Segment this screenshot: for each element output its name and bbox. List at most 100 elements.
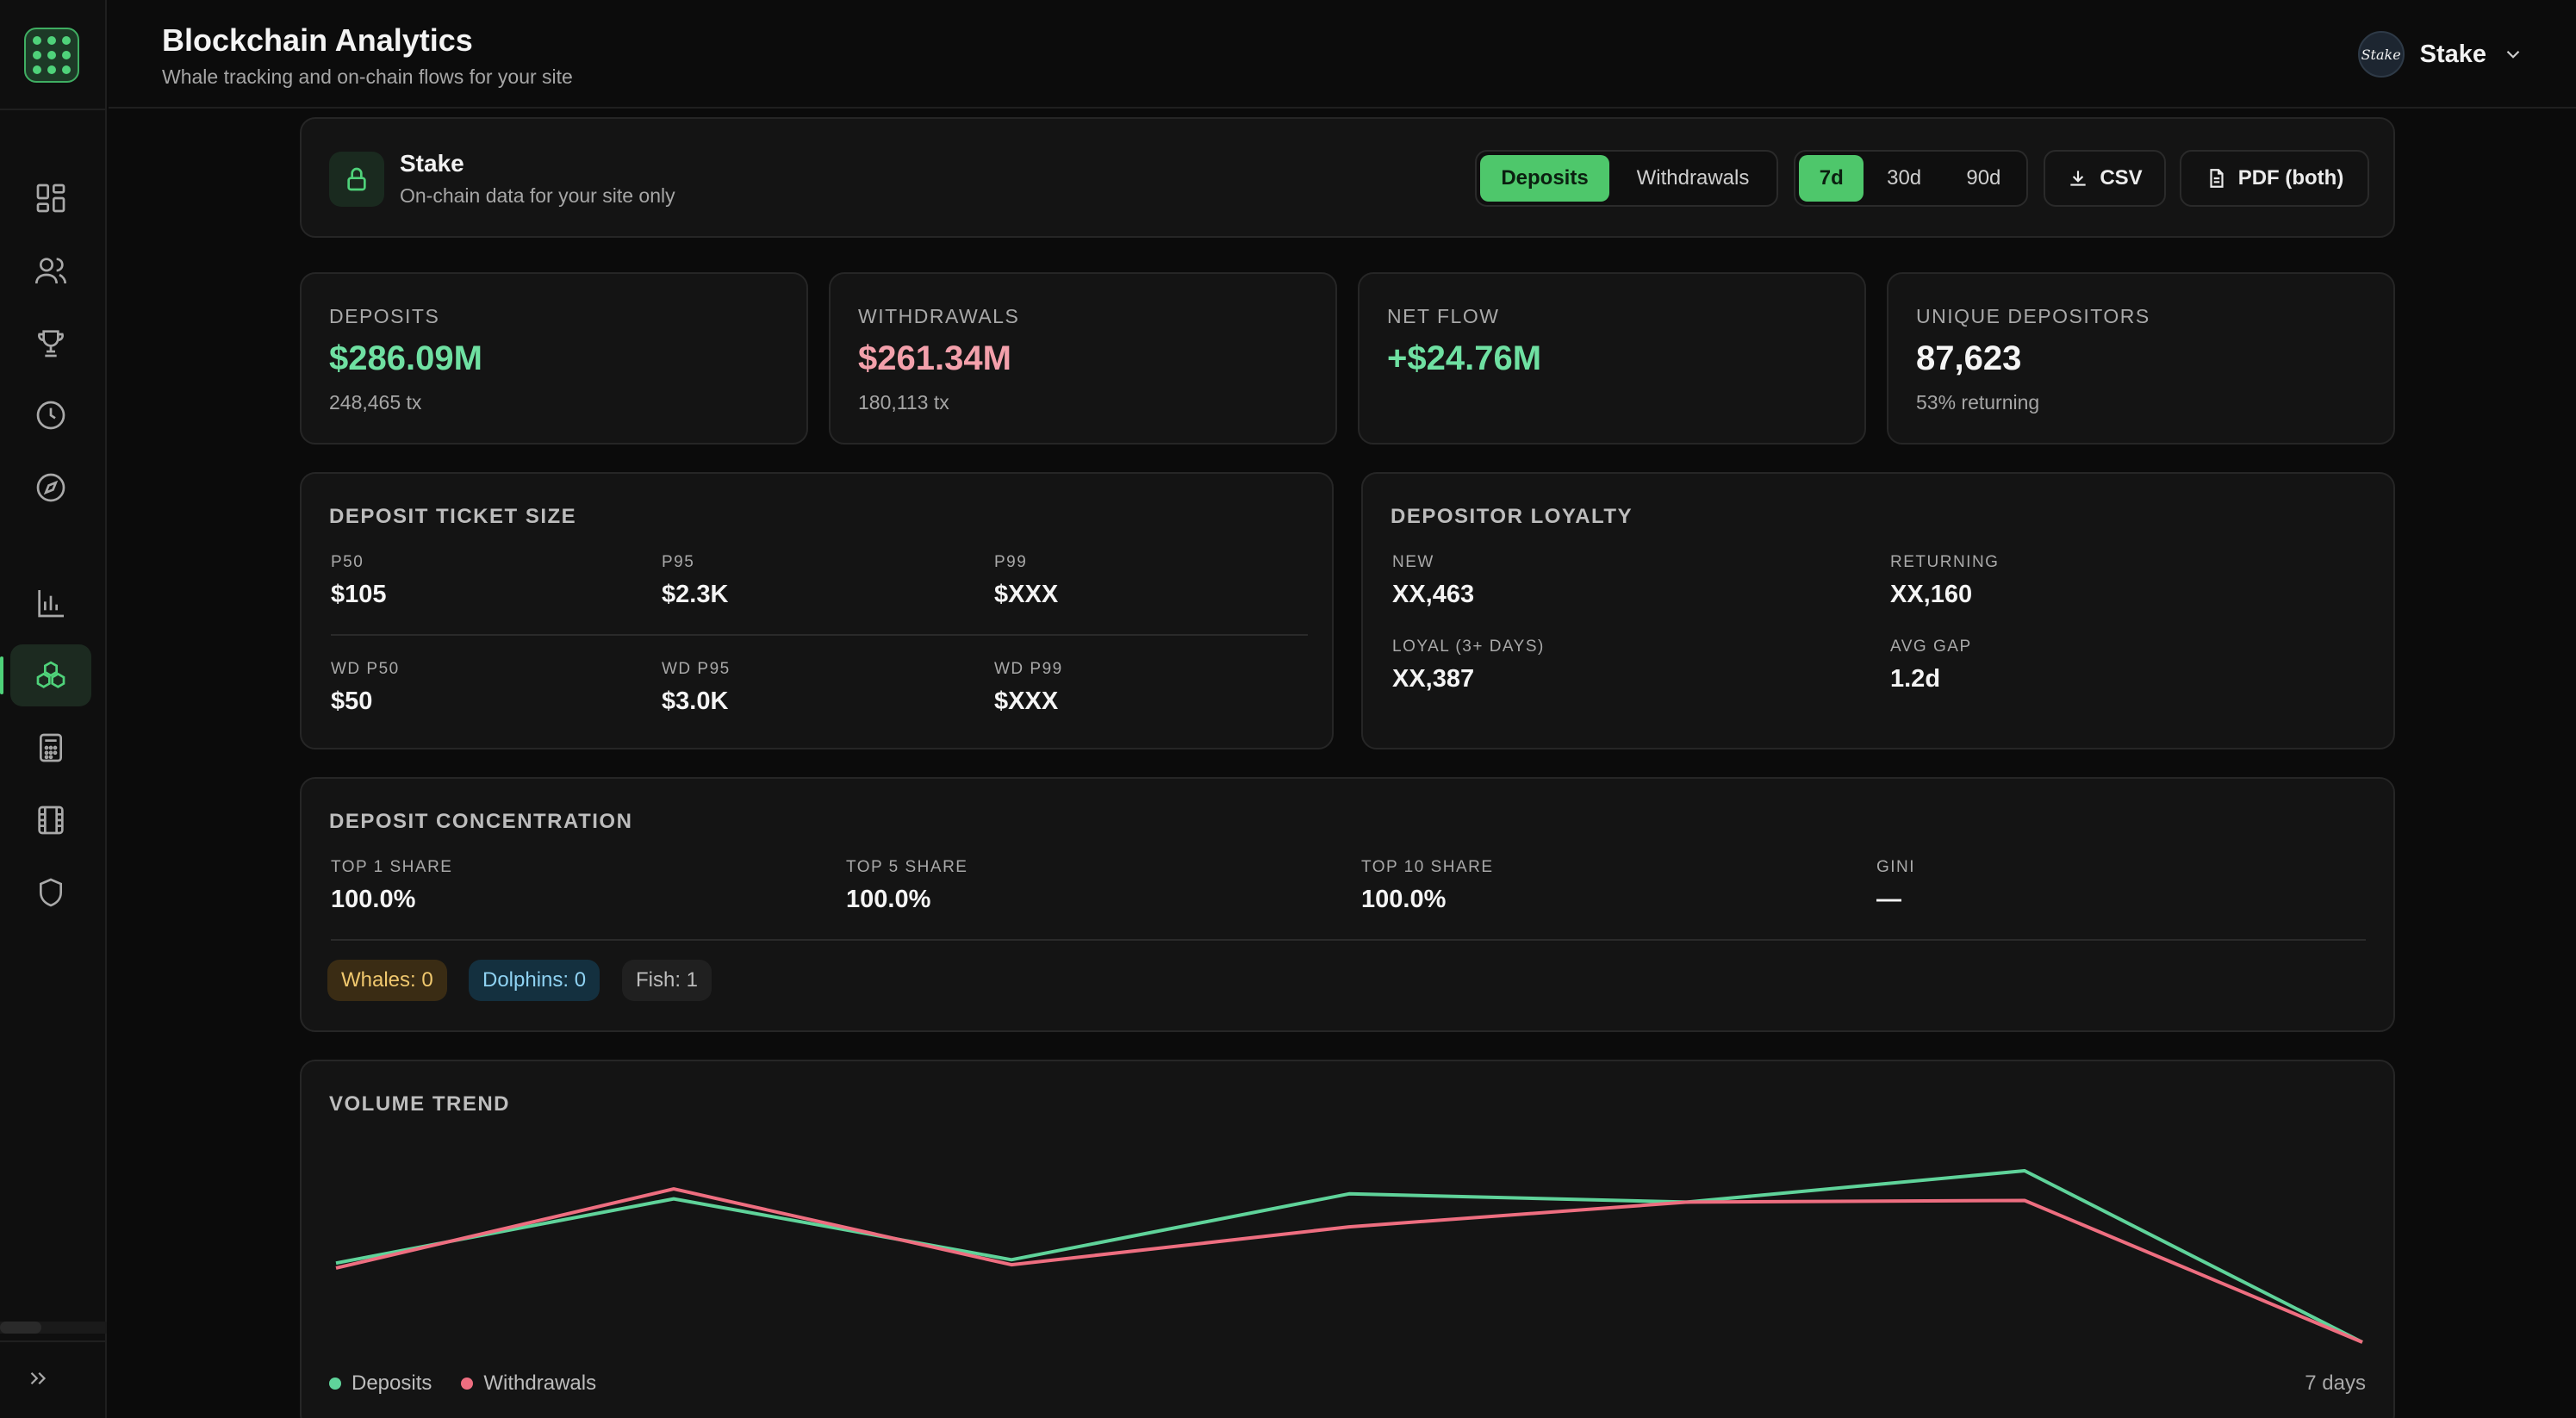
ticket-divider	[331, 634, 1308, 636]
loyalty-returning: RETURNING XX,160	[1890, 553, 2000, 608]
withdrawals-value: $261.34M	[858, 339, 1011, 377]
volume-trend-chart	[335, 1169, 2363, 1344]
volume-trend-title: VOLUME TREND	[329, 1092, 510, 1116]
legend-deposits-label: Deposits	[352, 1371, 432, 1395]
deposits-stat-card: DEPOSITS $286.09M 248,465 tx	[300, 272, 808, 445]
site-description: On-chain data for your site only	[400, 184, 675, 207]
deposits-tx-count: 248,465 tx	[329, 391, 422, 414]
withdrawals-tx-count: 180,113 tx	[858, 391, 949, 414]
double-chevron-right-icon	[30, 1371, 47, 1385]
withdrawals-series-line	[335, 1187, 2363, 1344]
expand-sidebar-button[interactable]	[19, 1359, 57, 1397]
chart-legend: Deposits Withdrawals	[329, 1371, 596, 1396]
ticket-wd-p50: WD P50 $50	[331, 660, 400, 715]
sidebar-item-dashboard[interactable]	[10, 167, 91, 229]
deposits-value: $286.09M	[329, 339, 482, 377]
sidebar-divider	[0, 109, 107, 110]
loyalty-title: DEPOSITOR LOYALTY	[1391, 505, 1633, 528]
deposits-toggle-button[interactable]: Deposits	[1480, 155, 1609, 202]
loyalty-new: NEW XX,463	[1392, 553, 1475, 608]
net-flow-stat-card: NET FLOW +$24.76M	[1358, 272, 1866, 445]
concentration-divider	[331, 939, 2366, 941]
sidebar-item-leaderboard[interactable]	[10, 312, 91, 374]
export-csv-label: CSV	[2100, 166, 2143, 190]
withdrawals-stat-card: WITHDRAWALS $261.34M 180,113 tx	[829, 272, 1337, 445]
net-flow-label: NET FLOW	[1387, 305, 1500, 327]
shield-icon	[40, 878, 62, 907]
sidebar-item-history[interactable]	[10, 384, 91, 446]
page-subtitle: Whale tracking and on-chain flows for yo…	[162, 65, 573, 88]
concentration-card: DEPOSIT CONCENTRATION TOP 1 SHARE 100.0% …	[300, 777, 2395, 1032]
export-pdf-label: PDF (both)	[2237, 166, 2344, 190]
blockchain-icon	[36, 661, 65, 688]
sidebar-item-users[interactable]	[10, 239, 91, 302]
sidebar-item-blockchain[interactable]	[0, 644, 91, 706]
document-icon	[2210, 169, 2224, 188]
site-name: Stake	[400, 150, 464, 177]
ticket-p50: P50 $105	[331, 553, 387, 608]
clock-icon	[36, 401, 65, 430]
account-switcher[interactable]: Stake Stake	[2357, 29, 2524, 79]
legend-withdrawals-label: Withdrawals	[483, 1371, 597, 1395]
users-icon	[35, 258, 66, 284]
bar-chart-icon	[38, 590, 64, 618]
lock-icon	[347, 167, 366, 191]
sidebar-item-media[interactable]	[10, 789, 91, 851]
withdrawals-label: WITHDRAWALS	[858, 305, 1020, 327]
ticket-p95: P95 $2.3K	[662, 553, 729, 608]
net-flow-value: +$24.76M	[1387, 339, 1542, 377]
range-90d-button[interactable]: 90d	[1966, 166, 2001, 190]
range-7d-button[interactable]: 7d	[1799, 155, 1864, 202]
unique-depositors-label: UNIQUE DEPOSITORS	[1916, 305, 2150, 327]
dolphins-badge: Dolphins: 0	[469, 960, 600, 1001]
unique-depositors-value: 87,623	[1916, 339, 2022, 377]
sidebar	[0, 0, 107, 1418]
loyalty-card: DEPOSITOR LOYALTY NEW XX,463 RETURNING XX,…	[1361, 472, 2395, 749]
calculator-icon	[40, 733, 62, 762]
ticket-size-card: DEPOSIT TICKET SIZE P50 $105 P95 $2.3K P99…	[300, 472, 1334, 749]
flow-type-toggle: Deposits Withdrawals	[1475, 150, 1778, 207]
deposits-series-line	[335, 1169, 2363, 1344]
page-title: Blockchain Analytics	[162, 22, 473, 58]
ticket-p99: P99 $XXX	[994, 553, 1059, 608]
sidebar-item-calculator[interactable]	[10, 717, 91, 779]
loyalty-loyal: LOYAL (3+ DAYS) XX,387	[1392, 637, 1545, 693]
unique-depositors-stat-card: UNIQUE DEPOSITORS 87,623 53% returning	[1887, 272, 2395, 445]
withdrawals-toggle-button[interactable]: Withdrawals	[1636, 166, 1750, 190]
loyalty-avg-gap: AVG GAP 1.2d	[1890, 637, 1972, 693]
sidebar-item-explore[interactable]	[10, 457, 91, 519]
sidebar-item-security[interactable]	[10, 861, 91, 924]
avatar: Stake	[2357, 31, 2405, 78]
export-pdf-button[interactable]: PDF (both)	[2180, 150, 2369, 207]
ticket-size-title: DEPOSIT TICKET SIZE	[329, 505, 577, 528]
download-icon	[2070, 171, 2086, 186]
chart-period-label: 7 days	[2305, 1371, 2366, 1395]
fish-badge: Fish: 1	[622, 960, 712, 1001]
sidebar-scrollbar[interactable]	[0, 1322, 107, 1334]
returning-percentage: 53% returning	[1916, 391, 2040, 414]
trophy-icon	[38, 330, 64, 358]
export-csv-button[interactable]: CSV	[2044, 150, 2166, 207]
sidebar-item-reports[interactable]	[10, 572, 91, 634]
concentration-top10: TOP 10 SHARE 100.0%	[1361, 858, 1494, 913]
site-lock-badge	[329, 152, 384, 207]
film-icon	[38, 805, 64, 835]
legend-deposits[interactable]: Deposits	[329, 1371, 432, 1396]
ticket-wd-p95: WD P95 $3.0K	[662, 660, 731, 715]
withdrawals-legend-dot	[461, 1378, 474, 1390]
ticket-wd-p99: WD P99 $XXX	[994, 660, 1063, 715]
range-30d-button[interactable]: 30d	[1887, 166, 1922, 190]
concentration-title: DEPOSIT CONCENTRATION	[329, 810, 633, 833]
concentration-top1: TOP 1 SHARE 100.0%	[331, 858, 453, 913]
compass-icon	[36, 473, 65, 502]
legend-withdrawals[interactable]: Withdrawals	[461, 1371, 596, 1396]
time-range-toggle: 7d 30d 90d	[1794, 150, 2028, 207]
site-toolbar: Stake On-chain data for your site only D…	[300, 117, 2395, 238]
app-logo-icon[interactable]	[24, 28, 79, 83]
account-name: Stake	[2419, 40, 2486, 68]
deposits-label: DEPOSITS	[329, 305, 440, 327]
deposits-legend-dot	[329, 1378, 341, 1390]
volume-trend-card: VOLUME TREND Deposits Withdrawals 7 days	[300, 1060, 2395, 1418]
concentration-gini: GINI —	[1876, 858, 1916, 913]
